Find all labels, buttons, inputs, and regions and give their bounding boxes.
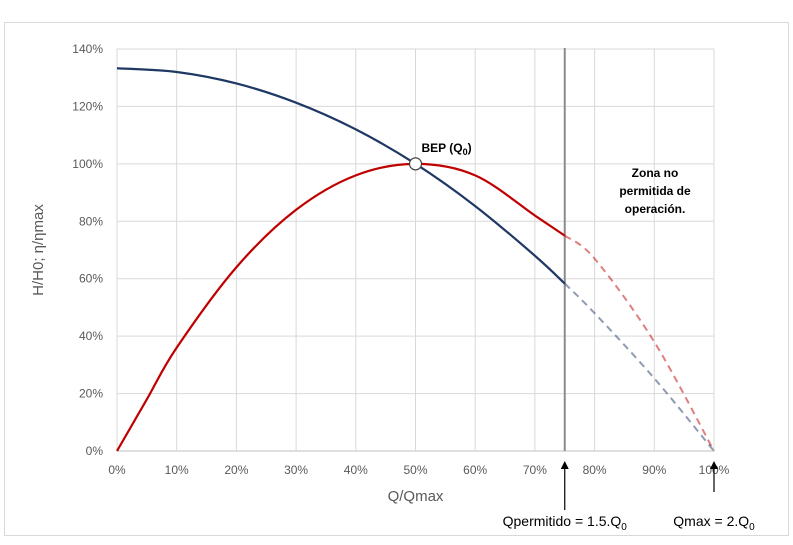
x-tick-label: 30% bbox=[284, 463, 308, 477]
series-0-line bbox=[116, 67, 566, 285]
y-tick-label: 80% bbox=[79, 214, 103, 228]
x-tick-label: 40% bbox=[344, 463, 368, 477]
y-tick-label: 60% bbox=[79, 272, 103, 286]
y-tick-label: 120% bbox=[72, 99, 103, 113]
y-tick-label: 40% bbox=[79, 329, 103, 343]
x-tick-label: 0% bbox=[108, 463, 126, 477]
marker-arrowhead-0 bbox=[560, 461, 569, 469]
series-0-extrapolated-line bbox=[564, 282, 715, 452]
bep-marker bbox=[408, 157, 423, 171]
x-tick-label: 50% bbox=[403, 463, 427, 477]
marker-arrowhead-1 bbox=[710, 461, 718, 469]
series bbox=[116, 48, 715, 452]
y-tick-label: 0% bbox=[86, 444, 104, 458]
marker-label-0: Qpermitido = 1.5.Q0 bbox=[503, 513, 628, 533]
marker-label-1: Qmax = 2.Q0 bbox=[673, 513, 755, 533]
x-axis-title: Q/Qmax bbox=[388, 488, 444, 505]
axes: 0% 20% 40% 60% 80% 100% 120% 140% 0% 10% 20% 30% 40%… bbox=[30, 42, 730, 505]
x-tick-label: 60% bbox=[463, 463, 487, 477]
series-1-line bbox=[116, 162, 566, 452]
series-1-extrapolated-line bbox=[564, 234, 715, 452]
y-tick-label: 20% bbox=[79, 387, 103, 401]
gridlines bbox=[116, 48, 715, 452]
x-tick-label: 20% bbox=[224, 463, 248, 477]
x-tick-label: 90% bbox=[642, 463, 666, 477]
x-tick-label: 70% bbox=[523, 463, 547, 477]
forbidden-zone-label: Zona no permitida de operación. bbox=[619, 166, 691, 216]
x-tick-label: 10% bbox=[165, 463, 189, 477]
y-tick-label: 140% bbox=[72, 42, 103, 56]
y-axis-title: H/H0; η/ηmax bbox=[30, 204, 47, 296]
bep-label: BEP (Q0) bbox=[422, 141, 472, 157]
y-tick-label: 100% bbox=[72, 157, 103, 171]
x-tick-label: 80% bbox=[583, 463, 607, 477]
annotations: BEP (Q0) Zona no permitida de operación. Qpe… bbox=[408, 141, 755, 533]
